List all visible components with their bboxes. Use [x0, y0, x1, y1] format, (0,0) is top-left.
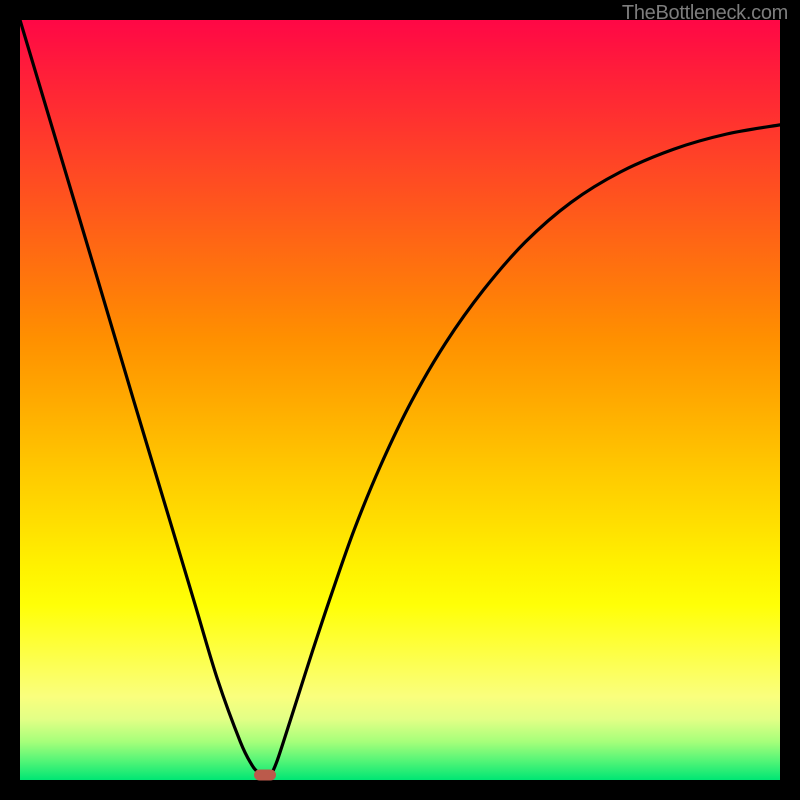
minimum-marker	[254, 769, 276, 780]
plot-frame	[20, 20, 780, 780]
gradient-background	[20, 20, 780, 780]
watermark: TheBottleneck.com	[622, 2, 788, 25]
